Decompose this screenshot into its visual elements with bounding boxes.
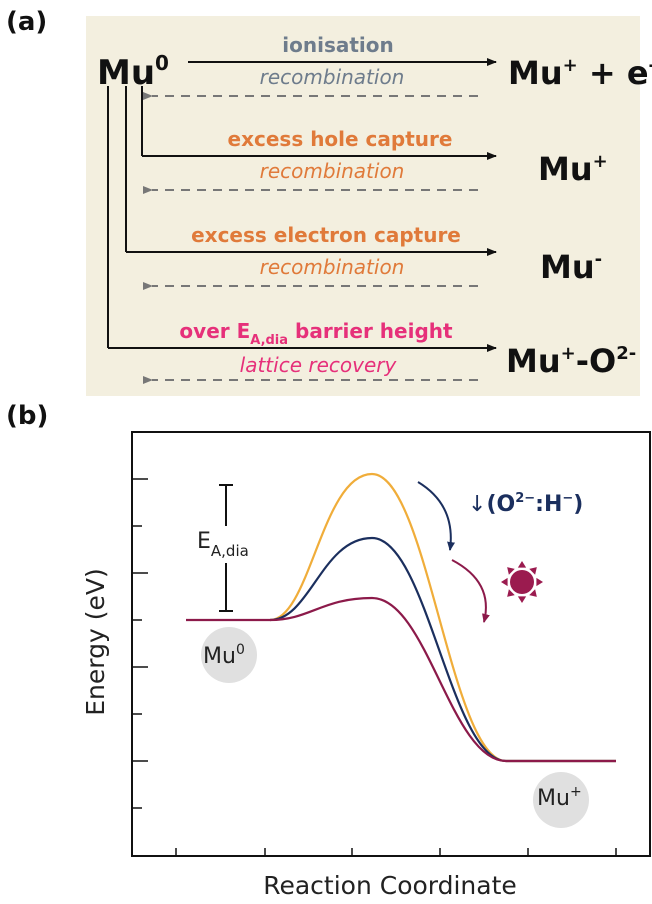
product-4-tail: -O <box>576 342 616 380</box>
y-axis-label: Energy (eV) <box>81 568 110 715</box>
reverse-label-4: lattice recovery <box>240 353 398 377</box>
energy-curve-0 <box>269 472 616 763</box>
product-2-base: Mu <box>538 150 593 188</box>
hydride-annotation: ↓(O2−:H−) <box>468 491 583 517</box>
sun-ray <box>529 589 537 597</box>
energy-curve-1 <box>269 536 616 763</box>
product-1-base: Mu <box>508 54 563 92</box>
product-4-base: Mu <box>506 342 561 380</box>
product-4-sup: + <box>561 343 576 364</box>
maroon-curved-arrow <box>451 559 490 623</box>
forward-label-4-sub: A,dia <box>250 333 288 348</box>
mu0-state-sup: 0 <box>236 642 245 658</box>
product-3-base: Mu <box>540 248 595 286</box>
plot-frame <box>131 431 651 857</box>
muplus-state-main: Mu <box>537 786 570 811</box>
sun-icon <box>501 561 543 603</box>
reverse-label-2: recombination <box>260 159 405 183</box>
source-sup: 0 <box>155 51 169 75</box>
barrier-label-main: E <box>197 529 211 554</box>
sun-ray <box>529 567 537 575</box>
muplus-state-sup: + <box>570 784 582 800</box>
energy-curve-2 <box>269 596 616 763</box>
annotation-pre: (O <box>486 492 515 517</box>
sun-ray <box>507 589 515 597</box>
forward-label-1: ionisation <box>282 33 393 57</box>
axis-ticks <box>132 431 617 856</box>
barrier-label: EA,dia <box>197 529 249 560</box>
forward-label-4-pre: over E <box>179 319 250 343</box>
product-1-sup: + <box>563 55 578 76</box>
mu0-state-circle <box>201 627 257 683</box>
panel-a-diagram: (a) Mu0 ionisation recombination Mu+ + e… <box>6 7 652 396</box>
annotation-sup: 2− <box>515 491 535 506</box>
product-4-tail-sup: 2- <box>616 343 636 364</box>
product-1-tail: + e <box>578 54 649 92</box>
product-4: Mu+-O2- <box>506 342 636 380</box>
muplus-state-circle <box>533 772 589 828</box>
panel-b-label: (b) <box>6 401 48 431</box>
forward-label-4-post: barrier height <box>288 319 453 343</box>
annotation-post: ) <box>573 492 583 517</box>
panel-a-background <box>86 16 640 396</box>
annotation-arrow: ↓ <box>468 492 486 517</box>
sun-ray <box>536 577 543 587</box>
mu0-state-label: Mu0 <box>203 642 245 669</box>
sun-ray <box>517 596 527 603</box>
annotation-mid: :H <box>535 492 562 517</box>
energy-curves <box>186 472 616 763</box>
product-3-sup: - <box>595 249 602 270</box>
sun-ray <box>507 567 515 575</box>
forward-label-2: excess hole capture <box>228 127 453 151</box>
panel-a-label: (a) <box>6 7 47 37</box>
forward-label-3: excess electron capture <box>191 223 461 247</box>
navy-curved-arrow <box>417 481 456 551</box>
product-1: Mu+ + e- <box>508 54 652 92</box>
annotation-sup2: − <box>562 491 573 506</box>
reverse-label-1: recombination <box>260 65 405 89</box>
product-1-tail-sup: - <box>649 55 652 76</box>
panel-b-energy-diagram: (b) Energy (eV) Reaction Coordinate EA,d… <box>6 401 651 900</box>
sun-ray <box>501 577 508 587</box>
x-axis-label: Reaction Coordinate <box>263 871 517 900</box>
sun-ray <box>517 561 527 568</box>
muplus-state-label: Mu+ <box>537 784 582 811</box>
sun-core <box>510 570 534 594</box>
product-2: Mu+ <box>538 150 608 188</box>
reverse-label-3: recombination <box>260 255 405 279</box>
product-3: Mu- <box>540 248 602 286</box>
barrier-label-sub: A,dia <box>211 542 249 560</box>
mu0-state-main: Mu <box>203 644 236 669</box>
forward-label-4: over EA,dia barrier height <box>179 319 453 348</box>
product-2-sup: + <box>593 151 608 172</box>
